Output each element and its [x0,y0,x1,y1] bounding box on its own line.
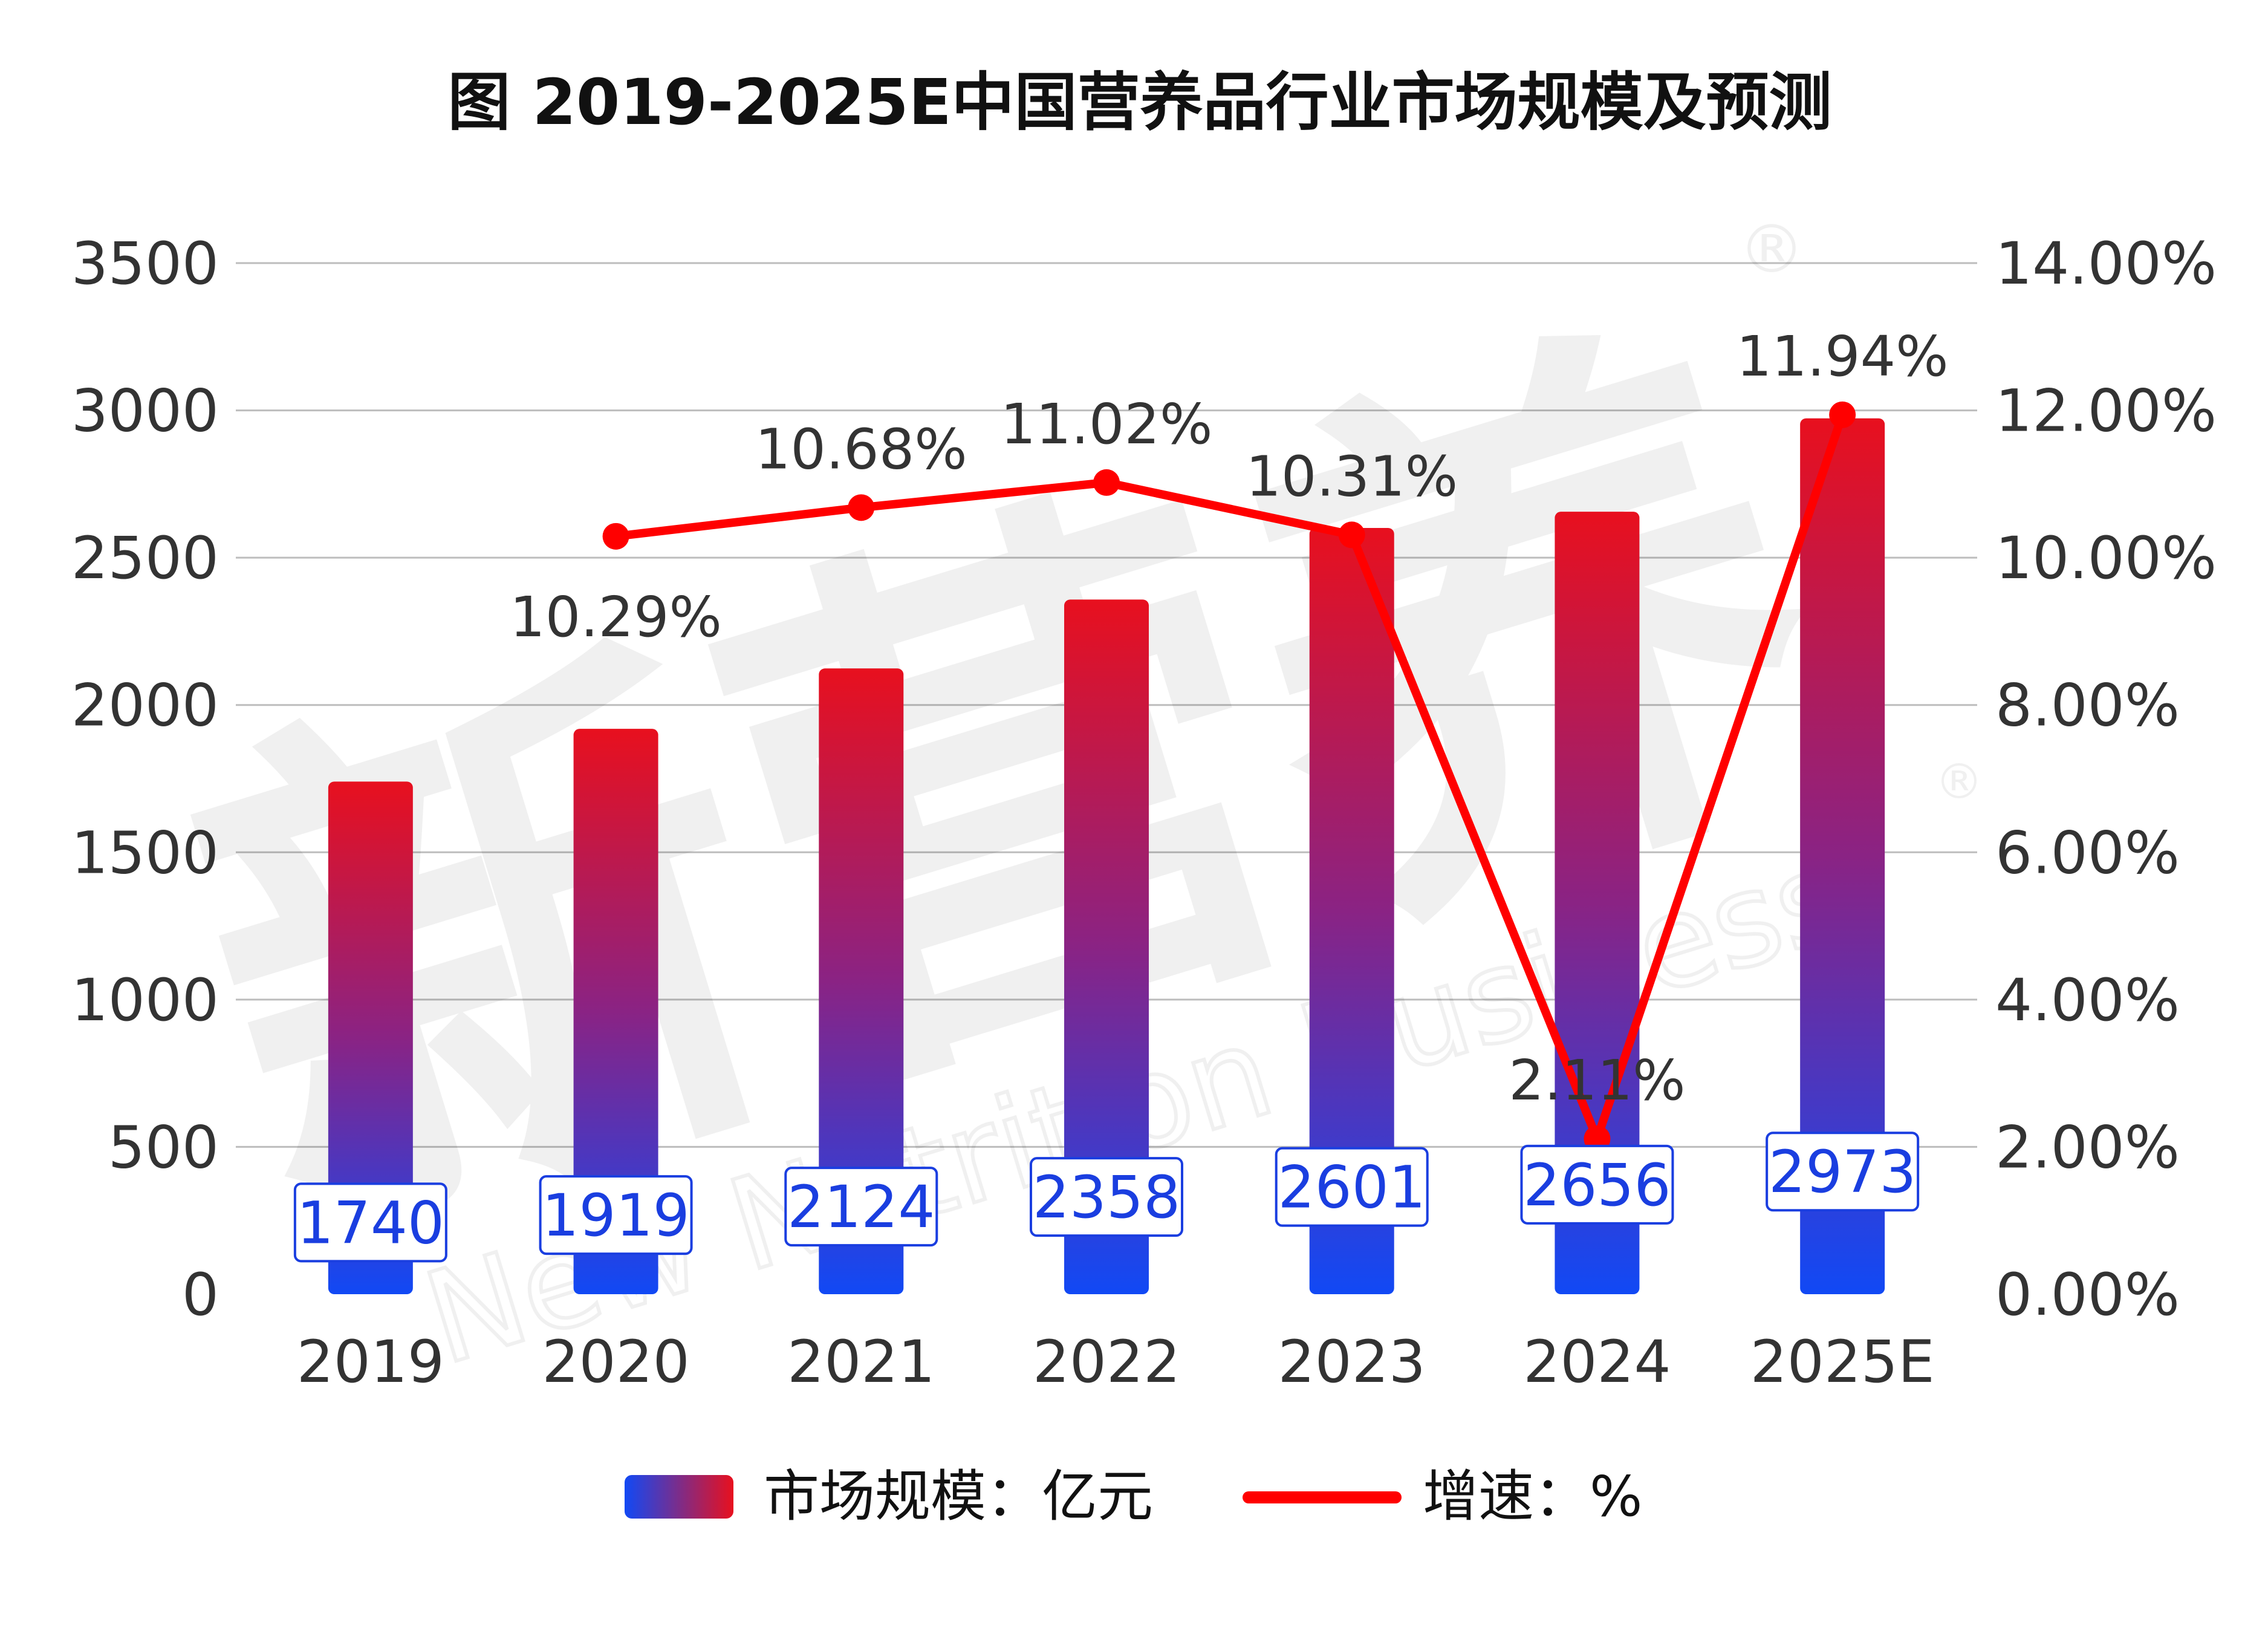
growth-point [1093,469,1120,496]
y-left-tick-label: 1000 [71,966,219,1034]
bar [1309,527,1394,1294]
x-tick-label: 2021 [787,1328,935,1396]
bar-value-label: 2124 [787,1173,935,1241]
growth-data-label: 2.11% [1509,1048,1685,1113]
bar-value-box [1030,1157,1183,1237]
bar-value-box [539,1175,693,1255]
y-right-tick-label: 8.00% [1995,672,2180,740]
y-right-tick-label: 14.00% [1995,230,2217,298]
bar-value-box [1766,1132,1920,1212]
bar-value-label: 2973 [1769,1138,1916,1206]
bar-value-label: 2601 [1278,1154,1426,1222]
bar [819,668,904,1294]
legend: 市场规模：亿元 增速：% [625,1464,1642,1529]
y-left-tick-label: 1500 [71,819,219,887]
x-tick-label: 2024 [1523,1328,1671,1396]
x-tick-label: 2025E [1750,1328,1935,1396]
legend-bar-swatch [625,1475,733,1519]
bars-layer [328,418,1885,1294]
y-right-tick-label: 0.00% [1995,1261,2180,1329]
x-tick-label: 2022 [1033,1328,1180,1396]
bar [573,729,658,1294]
x-tick-label: 2023 [1278,1328,1426,1396]
grid-layer: 0 500 1000 1500 2000 2500 3000 3500 0.00% 2.00% 4.… [71,230,2217,1329]
bar [328,781,413,1294]
bar [1064,599,1149,1294]
y-left-tick-label: 3500 [71,230,219,298]
chart-title: 图 2019-2025E中国营养品行业市场规模及预测 [447,65,1831,139]
bar-value-label: 2656 [1523,1151,1671,1219]
bar-value-label: 1740 [297,1189,444,1257]
label-layer: 1740 1919 2124 2358 2601 2656 2973 [293,1132,1920,1263]
growth-data-label: 11.02% [1001,392,1213,457]
growth-data-label: 11.94% [1737,324,1949,389]
y-left-tick-label: 3000 [71,377,219,445]
y-left-tick-label: 2000 [71,672,219,740]
y-right-tick-label: 10.00% [1995,524,2217,592]
x-tick-label: 2020 [542,1328,689,1396]
bar-value-box [1275,1147,1429,1227]
x-tick-label: 2019 [297,1328,444,1396]
xlabel-layer: 2019 2020 2021 2022 2023 2024 2025E [297,1328,1935,1396]
y-left-tick-label: 0 [182,1261,219,1329]
watermark-registered-mark-2: ® [1935,754,1983,810]
legend-line-label: 增速：% [1423,1464,1642,1529]
growth-line [611,410,1847,1143]
growth-data-label: 10.29% [510,585,722,650]
y-right-tick-label: 6.00% [1995,819,2180,887]
y-right-tick-label: 2.00% [1995,1113,2180,1181]
y-right-tick-label: 12.00% [1995,377,2217,445]
bar-value-label: 2358 [1033,1164,1180,1231]
y-right-tick-label: 4.00% [1995,966,2180,1034]
growth-point [1338,521,1365,549]
bar [1800,418,1885,1294]
growth-point [602,523,629,550]
bar-value-box [293,1182,447,1263]
line-layer: 10.29% 10.68% 11.02% 10.31% 2.11% 11.94% [510,324,1949,1153]
y-left-tick-label: 2500 [71,524,219,592]
bar-value-box [784,1167,938,1247]
bar-value-label: 1919 [542,1182,689,1249]
legend-bar-label: 市场规模：亿元 [764,1464,1153,1529]
bar-value-box [1520,1144,1674,1225]
growth-point [1829,401,1856,428]
watermark-registered-mark: ® [1738,210,1805,288]
growth-point [848,494,875,521]
bar [1555,512,1640,1294]
growth-data-label: 10.31% [1246,444,1458,509]
growth-data-label: 10.68% [755,417,967,481]
y-left-tick-label: 500 [108,1113,219,1181]
